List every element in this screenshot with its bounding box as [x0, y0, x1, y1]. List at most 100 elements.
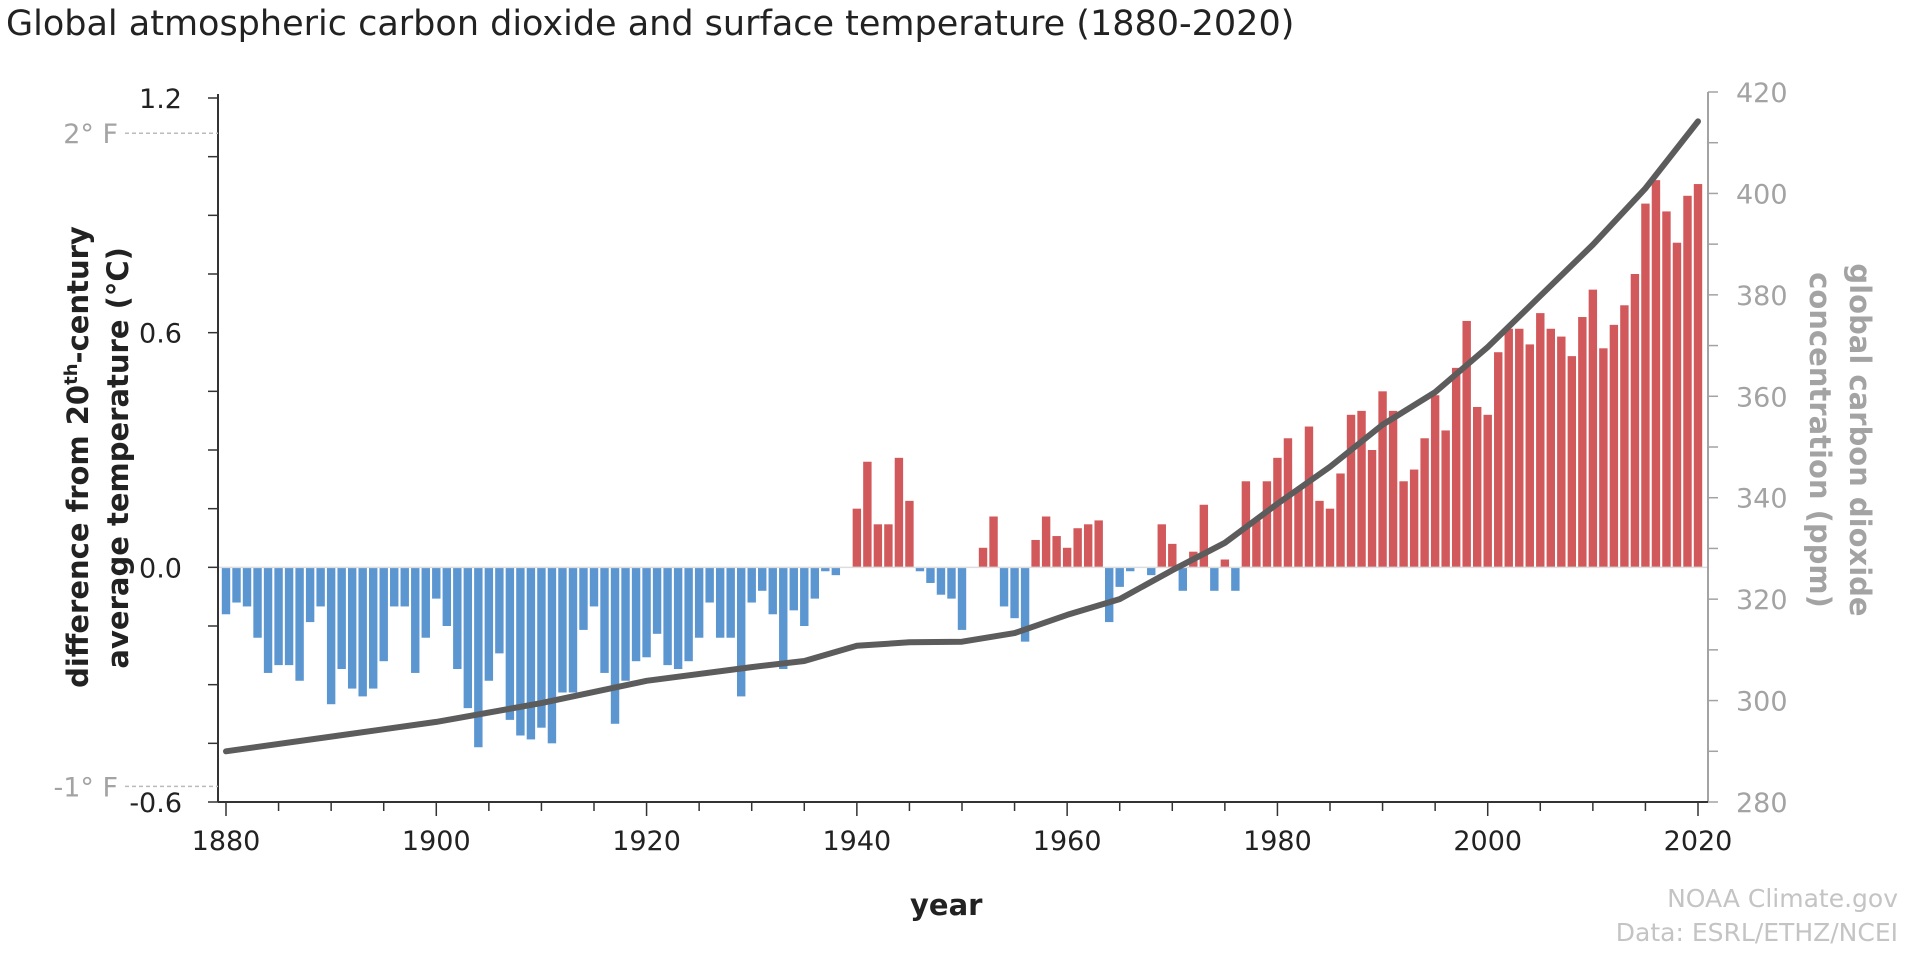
bar-2005 — [1536, 313, 1545, 568]
bar-1937 — [821, 567, 830, 572]
y2-tick-label: 320 — [1736, 585, 1788, 616]
bar-1981 — [1283, 438, 1293, 568]
bar-2000 — [1483, 414, 1492, 568]
bar-1894 — [368, 567, 378, 689]
bar-1899 — [421, 567, 430, 638]
bar-1908 — [516, 567, 525, 736]
bar-1998 — [1462, 320, 1471, 568]
bar-1900 — [432, 567, 441, 599]
bar-1898 — [411, 567, 420, 673]
fahrenheit-marker-label: -1° F — [53, 772, 118, 803]
bar-1960 — [1062, 547, 1072, 568]
bar-1887 — [295, 567, 304, 681]
bar-2008 — [1567, 356, 1577, 568]
bar-1974 — [1210, 567, 1219, 591]
bar-1888 — [305, 567, 315, 623]
bar-1896 — [390, 567, 399, 607]
x-tick-label: 1920 — [612, 826, 681, 857]
bar-1910 — [537, 567, 546, 728]
bar-1992 — [1399, 481, 1408, 568]
bar-1926 — [705, 567, 714, 603]
bar-1986 — [1336, 473, 1345, 568]
bar-2006 — [1546, 328, 1556, 568]
bar-1903 — [463, 567, 473, 709]
y-tick-label: 0.6 — [139, 319, 182, 350]
bar-1934 — [789, 567, 798, 611]
bar-1938 — [831, 567, 841, 576]
bar-2013 — [1620, 305, 1629, 568]
bar-1969 — [1157, 524, 1166, 568]
bar-2012 — [1609, 324, 1619, 568]
x-tick-label: 1940 — [822, 826, 891, 857]
bar-1975 — [1220, 559, 1230, 568]
y2-axis-label: global carbon dioxide concentration (ppm… — [1803, 263, 1877, 617]
credit: NOAA Climate.gov Data: ESRL/ETHZ/NCEI — [1616, 882, 1898, 950]
bar-1920 — [642, 567, 651, 658]
bar-1935 — [800, 567, 809, 626]
axes: -0.6 0.0 0.6 1.2 2° F -1° F 280 300 320 340 360 380… — [53, 78, 1787, 857]
x-tick-label: 1960 — [1033, 826, 1102, 857]
bar-1881 — [232, 567, 241, 603]
bar-2018 — [1672, 242, 1682, 568]
bar-1963 — [1094, 520, 1103, 568]
bar-1909 — [526, 567, 536, 740]
bar-1914 — [579, 567, 588, 630]
y2-tick-label: 340 — [1736, 484, 1788, 515]
y2-tick-label: 400 — [1736, 179, 1788, 210]
bar-1954 — [999, 567, 1009, 607]
bar-1994 — [1420, 438, 1429, 568]
bar-1880 — [221, 567, 231, 615]
bar-1999 — [1472, 406, 1482, 568]
bar-1916 — [600, 567, 609, 673]
bar-1952 — [978, 547, 988, 568]
credit-data: Data: ESRL/ETHZ/NCEI — [1615, 918, 1898, 947]
temperature-bars — [221, 180, 1703, 748]
bar-1883 — [253, 567, 262, 638]
bar-2017 — [1662, 211, 1671, 568]
bar-1948 — [936, 567, 946, 595]
bar-1923 — [673, 567, 683, 670]
bar-1915 — [589, 567, 599, 607]
bar-1885 — [274, 567, 283, 666]
bar-1930 — [747, 567, 756, 603]
bar-1893 — [358, 567, 367, 697]
y2-tick-label: 360 — [1736, 382, 1788, 413]
bar-1912 — [558, 567, 567, 693]
bar-1919 — [631, 567, 641, 662]
bar-1991 — [1388, 410, 1398, 568]
bar-1905 — [484, 567, 494, 681]
bar-1987 — [1346, 414, 1356, 568]
fahrenheit-marker-label: 2° F — [63, 119, 118, 150]
bar-1886 — [284, 567, 294, 666]
bar-1942 — [873, 524, 883, 568]
bar-2020 — [1693, 184, 1703, 568]
bar-1921 — [652, 567, 662, 634]
bar-1990 — [1378, 391, 1387, 568]
bar-1943 — [884, 524, 893, 568]
bar-1964 — [1104, 567, 1114, 623]
y2-tick-label: 380 — [1736, 281, 1788, 312]
bar-1929 — [736, 567, 746, 697]
y-tick-label: -0.6 — [129, 788, 182, 819]
bar-2003 — [1515, 328, 1524, 568]
bar-1950 — [957, 567, 967, 630]
bar-1922 — [663, 567, 672, 666]
bar-1906 — [495, 567, 504, 654]
x-axis-label: year — [910, 888, 983, 922]
bar-1936 — [810, 567, 820, 599]
bar-1965 — [1115, 567, 1124, 587]
y2-tick-label: 300 — [1736, 687, 1788, 718]
bar-2002 — [1504, 328, 1513, 568]
bar-1928 — [726, 567, 735, 638]
bar-1897 — [400, 567, 409, 607]
bar-1917 — [610, 567, 620, 724]
bar-1982 — [1294, 489, 1303, 568]
bar-1884 — [263, 567, 273, 673]
y2-tick-label: 280 — [1736, 788, 1788, 819]
bar-1946 — [915, 567, 925, 572]
x-tick-label: 2000 — [1453, 826, 1522, 857]
bar-1940 — [852, 508, 862, 568]
bar-1958 — [1041, 516, 1051, 568]
bar-1904 — [474, 567, 483, 748]
